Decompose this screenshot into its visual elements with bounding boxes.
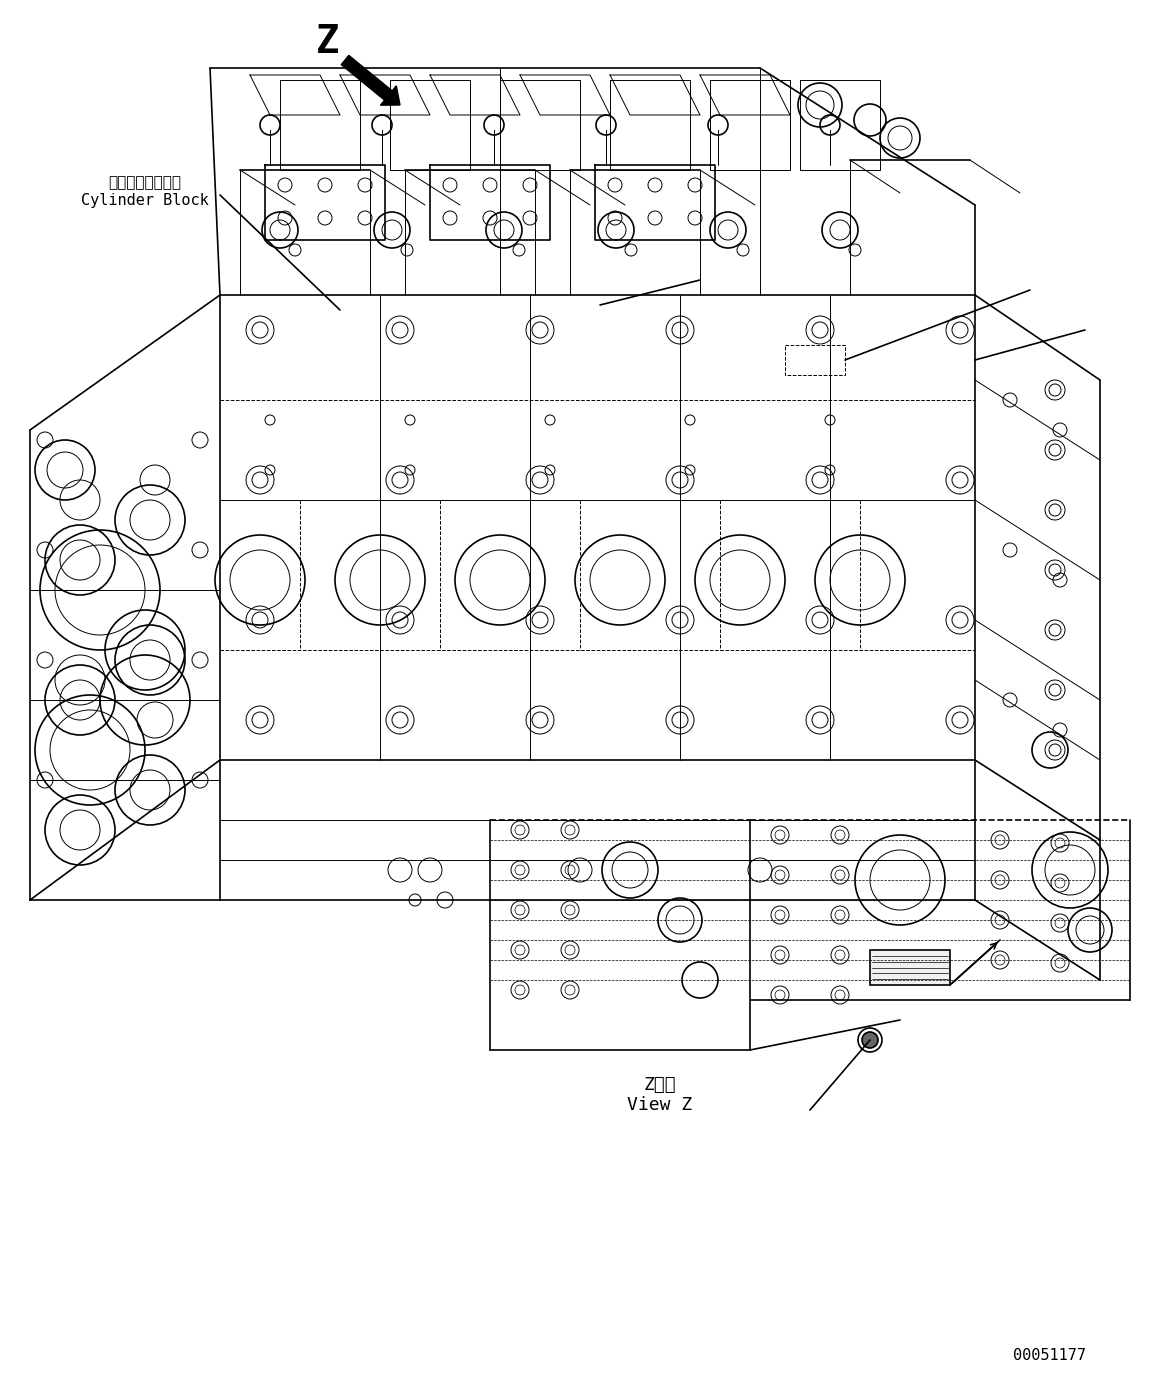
Text: 00051177: 00051177 [1013, 1347, 1086, 1362]
Text: Z　視: Z 視 [643, 1076, 677, 1094]
FancyArrow shape [341, 55, 400, 105]
Text: Z: Z [316, 24, 340, 61]
Bar [870, 950, 950, 985]
Text: シリンダブロック: シリンダブロック [108, 176, 181, 191]
Text: View Z: View Z [627, 1095, 693, 1113]
Text: Cylinder Block: Cylinder Block [81, 192, 209, 207]
Circle shape [862, 1032, 878, 1048]
